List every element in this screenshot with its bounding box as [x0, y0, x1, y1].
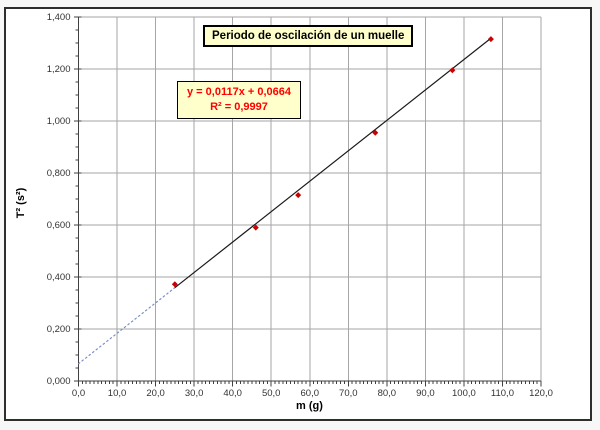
- y-tick-label: 0,400: [47, 272, 71, 283]
- y-tick-label: 0,600: [47, 220, 71, 231]
- x-tick-label: 0,0: [72, 388, 85, 399]
- y-axis-title: T² (s²): [15, 187, 27, 219]
- x-tick-label: 110,0: [491, 388, 514, 399]
- x-tick-label: 70,0: [339, 388, 358, 399]
- x-tick-label: 10,0: [108, 388, 127, 399]
- x-tick-label: 50,0: [262, 388, 281, 399]
- y-tick-label: 1,000: [47, 116, 71, 127]
- x-tick-label: 30,0: [185, 388, 204, 399]
- chart-border-frame: [4, 7, 592, 421]
- data-point: [171, 281, 178, 288]
- x-tick-label: 80,0: [378, 388, 397, 399]
- x-tick-label: 90,0: [416, 388, 435, 399]
- gridlines: [78, 16, 542, 381]
- chart-title: Periodo de oscilación de un muelle: [203, 25, 414, 47]
- tick-labels: 0,0 10,0 20,0 30,0 40,0 50,0 60,0 70,0 80,0 90,0 1…: [47, 12, 553, 399]
- data-point: [252, 224, 259, 231]
- trendline-equation-box: y = 0,0117x + 0,0664 R² = 0,9997: [177, 81, 301, 119]
- x-axis-title: m (g): [296, 400, 323, 412]
- y-tick-label: 0,200: [47, 324, 71, 335]
- data-point: [372, 129, 379, 136]
- data-point: [487, 36, 494, 43]
- trendlines: [77, 37, 492, 365]
- y-tick-label: 1,400: [47, 12, 71, 23]
- trendline-r-squared: R² = 0,9997: [210, 101, 268, 113]
- axes: [74, 16, 542, 387]
- trendline-equation: y = 0,0117x + 0,0664: [187, 86, 291, 98]
- data-point: [449, 67, 456, 74]
- x-tick-label: 20,0: [146, 388, 165, 399]
- x-tick-label: 60,0: [301, 388, 320, 399]
- x-tick-label: 120,0: [529, 388, 553, 399]
- y-tick-label: 0,000: [47, 376, 71, 387]
- x-tick-label: 40,0: [223, 388, 242, 399]
- x-tick-label: 100,0: [452, 388, 476, 399]
- trendline: [174, 37, 492, 289]
- y-tick-label: 1,200: [47, 64, 71, 75]
- y-tick-label: 0,800: [47, 168, 71, 179]
- data-points: [171, 36, 494, 288]
- data-point: [295, 192, 302, 199]
